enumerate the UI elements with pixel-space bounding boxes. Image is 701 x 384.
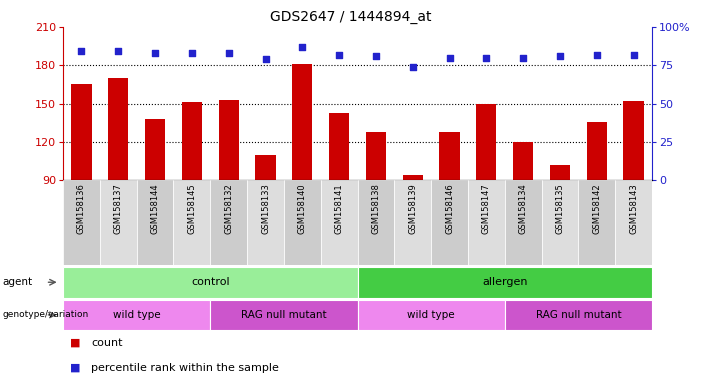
Text: RAG null mutant: RAG null mutant <box>241 310 327 320</box>
Text: GSM158147: GSM158147 <box>482 183 491 234</box>
Bar <box>440 132 460 180</box>
Bar <box>72 84 92 180</box>
Text: ■: ■ <box>70 362 81 373</box>
Bar <box>137 180 174 265</box>
Text: GSM158135: GSM158135 <box>555 183 564 234</box>
Point <box>297 44 308 50</box>
Text: GSM158136: GSM158136 <box>77 183 86 234</box>
Text: GSM158139: GSM158139 <box>408 183 417 234</box>
Bar <box>210 180 247 265</box>
Text: GSM158143: GSM158143 <box>629 183 638 234</box>
Bar <box>210 300 358 330</box>
Text: GSM158145: GSM158145 <box>187 183 196 233</box>
Point <box>260 56 271 62</box>
Text: control: control <box>191 277 230 287</box>
Bar <box>505 300 652 330</box>
Bar <box>108 78 128 180</box>
Bar <box>63 180 100 265</box>
Bar <box>578 180 615 265</box>
Bar <box>402 175 423 180</box>
Point <box>628 51 639 58</box>
Bar <box>358 180 394 265</box>
Text: GSM158132: GSM158132 <box>224 183 233 234</box>
Bar <box>468 180 505 265</box>
Bar <box>145 119 165 180</box>
Text: percentile rank within the sample: percentile rank within the sample <box>91 362 279 373</box>
Point <box>591 51 602 58</box>
Text: GSM158134: GSM158134 <box>519 183 528 234</box>
Bar <box>174 180 210 265</box>
Bar <box>358 300 505 330</box>
Bar <box>394 180 431 265</box>
Bar <box>284 180 321 265</box>
Bar <box>219 100 239 180</box>
Bar <box>255 155 275 180</box>
Bar <box>182 103 202 180</box>
Bar <box>587 122 607 180</box>
Text: GSM158140: GSM158140 <box>298 183 307 233</box>
Bar <box>63 300 210 330</box>
Bar <box>505 180 542 265</box>
Bar <box>366 132 386 180</box>
Bar <box>247 180 284 265</box>
Bar <box>550 165 570 180</box>
Bar <box>476 104 496 180</box>
Text: allergen: allergen <box>482 277 527 287</box>
Text: wild type: wild type <box>113 310 161 320</box>
Text: GSM158138: GSM158138 <box>372 183 381 234</box>
Text: GSM158141: GSM158141 <box>334 183 343 233</box>
Point <box>481 55 492 61</box>
Bar <box>100 180 137 265</box>
Bar <box>320 180 358 265</box>
Bar <box>615 180 652 265</box>
Text: GSM158133: GSM158133 <box>261 183 270 234</box>
Text: agent: agent <box>2 277 32 287</box>
Bar <box>329 113 349 180</box>
Text: GSM158142: GSM158142 <box>592 183 601 233</box>
Point <box>76 48 87 55</box>
Bar <box>542 180 578 265</box>
Text: genotype/variation: genotype/variation <box>2 310 88 319</box>
Bar <box>623 101 644 180</box>
Point <box>444 55 455 61</box>
Point <box>554 53 566 59</box>
Bar <box>431 180 468 265</box>
Point <box>407 64 418 70</box>
Point <box>186 50 198 56</box>
Point <box>517 55 529 61</box>
Text: wild type: wild type <box>407 310 455 320</box>
Text: GDS2647 / 1444894_at: GDS2647 / 1444894_at <box>270 10 431 23</box>
Text: GSM158137: GSM158137 <box>114 183 123 234</box>
Text: RAG null mutant: RAG null mutant <box>536 310 621 320</box>
Bar <box>513 142 533 180</box>
Text: GSM158144: GSM158144 <box>151 183 160 233</box>
Point <box>149 50 161 56</box>
Point <box>223 50 234 56</box>
Text: ■: ■ <box>70 338 81 348</box>
Bar <box>292 64 313 180</box>
Bar <box>358 267 652 298</box>
Text: GSM158146: GSM158146 <box>445 183 454 234</box>
Point <box>334 51 345 58</box>
Text: count: count <box>91 338 123 348</box>
Point <box>113 48 124 55</box>
Bar <box>63 267 358 298</box>
Point <box>370 53 381 59</box>
